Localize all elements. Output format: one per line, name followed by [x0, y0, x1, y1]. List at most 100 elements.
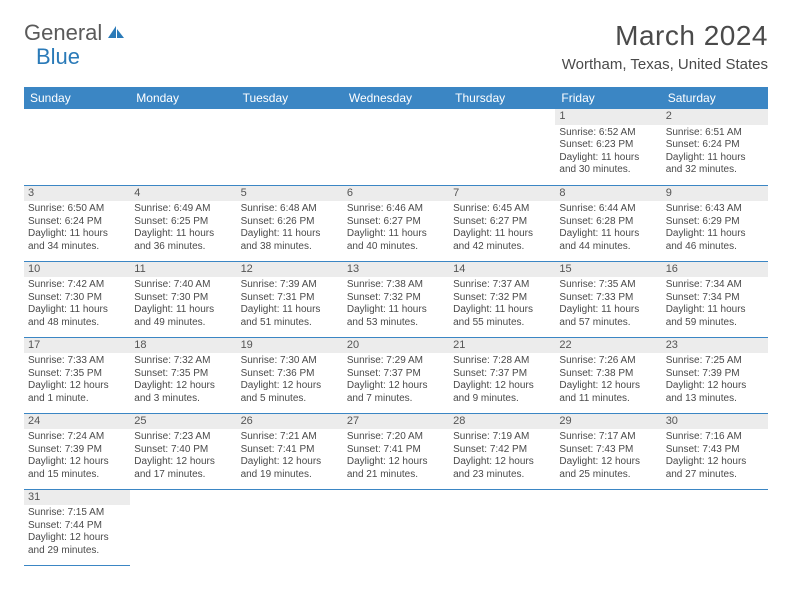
day-number: 8 — [555, 186, 661, 202]
sunset-text: Sunset: 7:39 PM — [28, 444, 126, 457]
sunrise-text: Sunrise: 7:16 AM — [666, 431, 764, 444]
sunrise-text: Sunrise: 7:23 AM — [134, 431, 232, 444]
daylight-text: Daylight: 12 hours and 27 minutes. — [666, 456, 764, 481]
sunrise-text: Sunrise: 7:34 AM — [666, 279, 764, 292]
daylight-text: Daylight: 11 hours and 59 minutes. — [666, 304, 764, 329]
daylight-text: Daylight: 12 hours and 7 minutes. — [347, 380, 445, 405]
logo-text-2: Blue — [36, 44, 80, 70]
sunrise-text: Sunrise: 6:44 AM — [559, 203, 657, 216]
sunset-text: Sunset: 7:38 PM — [559, 368, 657, 381]
calendar-cell — [130, 109, 236, 185]
day-number: 9 — [662, 186, 768, 202]
daylight-text: Daylight: 11 hours and 44 minutes. — [559, 228, 657, 253]
calendar-cell — [237, 489, 343, 565]
sunrise-text: Sunrise: 7:25 AM — [666, 355, 764, 368]
day-number: 15 — [555, 262, 661, 278]
sunrise-text: Sunrise: 7:35 AM — [559, 279, 657, 292]
sunset-text: Sunset: 7:41 PM — [347, 444, 445, 457]
sunset-text: Sunset: 7:37 PM — [453, 368, 551, 381]
sunrise-text: Sunrise: 6:52 AM — [559, 127, 657, 140]
day-number: 7 — [449, 186, 555, 202]
sunrise-text: Sunrise: 7:17 AM — [559, 431, 657, 444]
sunset-text: Sunset: 7:32 PM — [453, 292, 551, 305]
calendar-table: SundayMondayTuesdayWednesdayThursdayFrid… — [24, 87, 768, 566]
calendar-cell: 4Sunrise: 6:49 AMSunset: 6:25 PMDaylight… — [130, 185, 236, 261]
day-number: 16 — [662, 262, 768, 278]
weekday-header: Friday — [555, 87, 661, 109]
day-number: 27 — [343, 414, 449, 430]
daylight-text: Daylight: 12 hours and 3 minutes. — [134, 380, 232, 405]
sunrise-text: Sunrise: 7:15 AM — [28, 507, 126, 520]
sunset-text: Sunset: 7:43 PM — [666, 444, 764, 457]
calendar-cell: 16Sunrise: 7:34 AMSunset: 7:34 PMDayligh… — [662, 261, 768, 337]
sunrise-text: Sunrise: 7:42 AM — [28, 279, 126, 292]
logo: General — [24, 20, 126, 46]
calendar-cell: 19Sunrise: 7:30 AMSunset: 7:36 PMDayligh… — [237, 337, 343, 413]
sunrise-text: Sunrise: 6:48 AM — [241, 203, 339, 216]
daylight-text: Daylight: 11 hours and 48 minutes. — [28, 304, 126, 329]
calendar-cell: 28Sunrise: 7:19 AMSunset: 7:42 PMDayligh… — [449, 413, 555, 489]
sunset-text: Sunset: 6:25 PM — [134, 216, 232, 229]
sunrise-text: Sunrise: 7:20 AM — [347, 431, 445, 444]
calendar-cell: 12Sunrise: 7:39 AMSunset: 7:31 PMDayligh… — [237, 261, 343, 337]
day-number: 24 — [24, 414, 130, 430]
calendar-cell: 29Sunrise: 7:17 AMSunset: 7:43 PMDayligh… — [555, 413, 661, 489]
day-number: 1 — [555, 109, 661, 125]
title-block: March 2024 Wortham, Texas, United States — [562, 20, 768, 73]
calendar-cell: 3Sunrise: 6:50 AMSunset: 6:24 PMDaylight… — [24, 185, 130, 261]
daylight-text: Daylight: 12 hours and 29 minutes. — [28, 532, 126, 557]
sunset-text: Sunset: 7:35 PM — [28, 368, 126, 381]
day-number: 19 — [237, 338, 343, 354]
calendar-cell: 5Sunrise: 6:48 AMSunset: 6:26 PMDaylight… — [237, 185, 343, 261]
calendar-cell: 22Sunrise: 7:26 AMSunset: 7:38 PMDayligh… — [555, 337, 661, 413]
daylight-text: Daylight: 11 hours and 40 minutes. — [347, 228, 445, 253]
calendar-cell — [343, 109, 449, 185]
location-text: Wortham, Texas, United States — [562, 56, 768, 73]
calendar-cell: 21Sunrise: 7:28 AMSunset: 7:37 PMDayligh… — [449, 337, 555, 413]
daylight-text: Daylight: 11 hours and 34 minutes. — [28, 228, 126, 253]
calendar-cell — [130, 489, 236, 565]
calendar-cell — [237, 109, 343, 185]
sunset-text: Sunset: 7:44 PM — [28, 520, 126, 533]
daylight-text: Daylight: 11 hours and 30 minutes. — [559, 152, 657, 177]
sunset-text: Sunset: 7:30 PM — [134, 292, 232, 305]
header: General March 2024 Wortham, Texas, Unite… — [24, 20, 768, 73]
sunset-text: Sunset: 6:27 PM — [453, 216, 551, 229]
day-number: 17 — [24, 338, 130, 354]
day-number: 22 — [555, 338, 661, 354]
sunset-text: Sunset: 6:28 PM — [559, 216, 657, 229]
sunrise-text: Sunrise: 7:19 AM — [453, 431, 551, 444]
daylight-text: Daylight: 11 hours and 51 minutes. — [241, 304, 339, 329]
sunset-text: Sunset: 7:30 PM — [28, 292, 126, 305]
daylight-text: Daylight: 12 hours and 25 minutes. — [559, 456, 657, 481]
sunset-text: Sunset: 7:31 PM — [241, 292, 339, 305]
sunrise-text: Sunrise: 7:39 AM — [241, 279, 339, 292]
sunrise-text: Sunrise: 7:28 AM — [453, 355, 551, 368]
day-number: 26 — [237, 414, 343, 430]
day-number: 21 — [449, 338, 555, 354]
sunrise-text: Sunrise: 6:45 AM — [453, 203, 551, 216]
day-number: 12 — [237, 262, 343, 278]
sunset-text: Sunset: 7:37 PM — [347, 368, 445, 381]
daylight-text: Daylight: 12 hours and 23 minutes. — [453, 456, 551, 481]
calendar-cell: 25Sunrise: 7:23 AMSunset: 7:40 PMDayligh… — [130, 413, 236, 489]
daylight-text: Daylight: 11 hours and 49 minutes. — [134, 304, 232, 329]
calendar-cell — [662, 489, 768, 565]
sunset-text: Sunset: 7:41 PM — [241, 444, 339, 457]
sunrise-text: Sunrise: 7:37 AM — [453, 279, 551, 292]
daylight-text: Daylight: 12 hours and 11 minutes. — [559, 380, 657, 405]
daylight-text: Daylight: 11 hours and 32 minutes. — [666, 152, 764, 177]
calendar-cell: 11Sunrise: 7:40 AMSunset: 7:30 PMDayligh… — [130, 261, 236, 337]
sunset-text: Sunset: 7:32 PM — [347, 292, 445, 305]
sunset-text: Sunset: 6:27 PM — [347, 216, 445, 229]
calendar-cell: 13Sunrise: 7:38 AMSunset: 7:32 PMDayligh… — [343, 261, 449, 337]
calendar-cell: 17Sunrise: 7:33 AMSunset: 7:35 PMDayligh… — [24, 337, 130, 413]
sunrise-text: Sunrise: 6:46 AM — [347, 203, 445, 216]
daylight-text: Daylight: 12 hours and 1 minute. — [28, 380, 126, 405]
sunrise-text: Sunrise: 7:33 AM — [28, 355, 126, 368]
sunset-text: Sunset: 7:42 PM — [453, 444, 551, 457]
sunrise-text: Sunrise: 7:21 AM — [241, 431, 339, 444]
calendar-cell: 18Sunrise: 7:32 AMSunset: 7:35 PMDayligh… — [130, 337, 236, 413]
calendar-cell: 27Sunrise: 7:20 AMSunset: 7:41 PMDayligh… — [343, 413, 449, 489]
sunset-text: Sunset: 6:26 PM — [241, 216, 339, 229]
